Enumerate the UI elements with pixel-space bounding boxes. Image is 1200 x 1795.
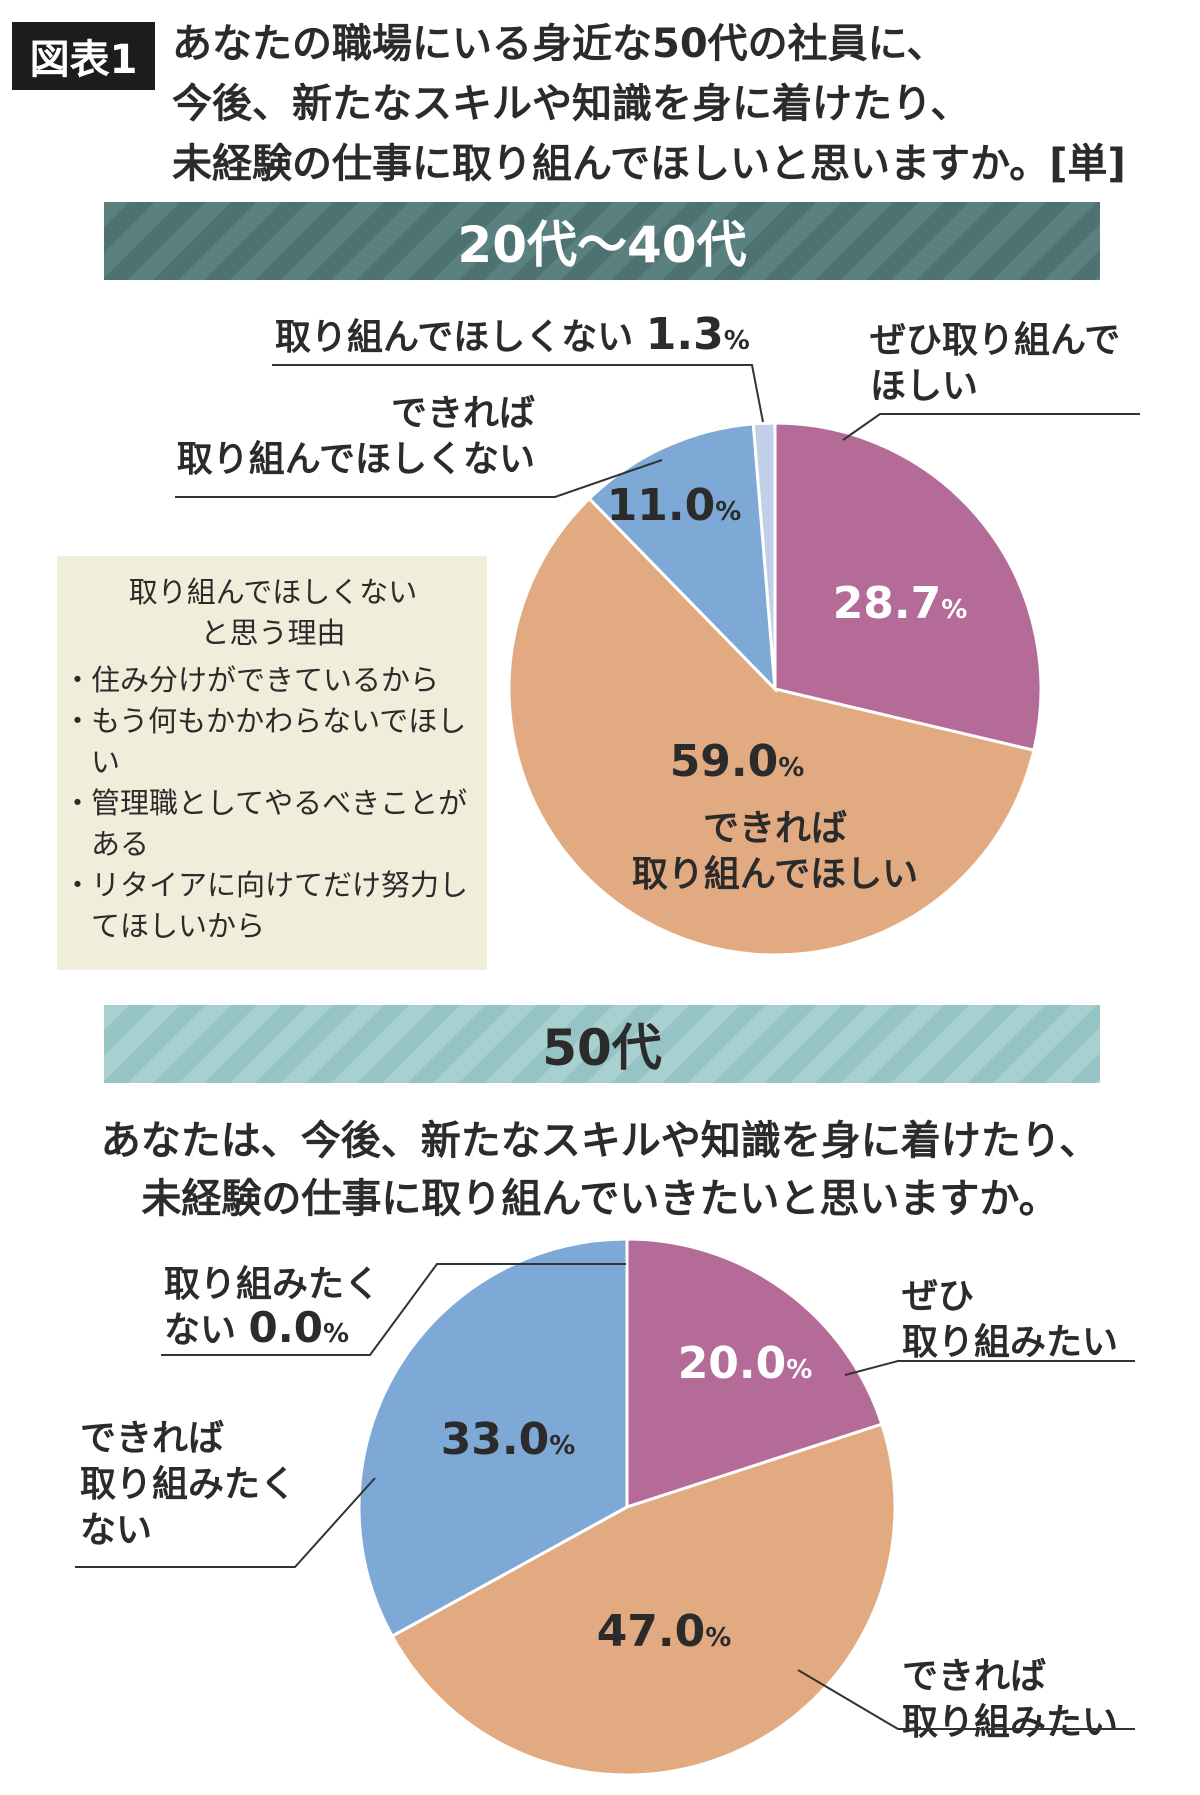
pie1-value-label: 11.0% (607, 480, 742, 531)
reason-item: もう何もかかわらないでほしい (63, 701, 475, 783)
pie2-value-label: 33.0% (441, 1414, 576, 1465)
question-line: あなたは、今後、新たなスキルや知識を身に着けたり、 (100, 1118, 1100, 1164)
question-50s: あなたは、今後、新たなスキルや知識を身に着けたり、 未経験の仕事に取り組んでいき… (0, 1112, 1200, 1228)
section-band-20s-40s: 20代〜40代 (104, 202, 1100, 280)
pie1-category-label: 取り組んでほしくない 1.3% (275, 309, 750, 360)
pie2-category-label: できれば取り組みたくない (80, 1418, 296, 1551)
pie1-slice-3 (751, 421, 777, 690)
pie1-category-label: できれば取り組んでほしくない (177, 393, 535, 480)
pie1-value-label: 28.7% (833, 578, 968, 629)
reason-item: リタイアに向けてだけ努力してほしいから (63, 865, 475, 947)
pie1-category-label: ぜひ取り組んでほしい (870, 320, 1120, 407)
pie1-leader-line (272, 364, 764, 423)
pie2-category-label: ぜひ取り組みたい (902, 1276, 1118, 1363)
pie2-slice-2 (357, 1237, 629, 1639)
pie1-slice-0 (773, 421, 1043, 753)
reasons-title: 取り組んでほしくない と思う理由 (71, 572, 475, 654)
pie1-slice-1 (507, 496, 1036, 957)
reasons-title-line: 取り組んでほしくない (128, 575, 418, 609)
figure-tag: 図表1 (12, 22, 155, 90)
pie2-value-label: 20.0% (678, 1338, 813, 1389)
pie1-leader-line (842, 413, 1140, 441)
pie2-value-label: 47.0% (597, 1606, 732, 1657)
pie2-leader-line (844, 1360, 1135, 1376)
reasons-title-line: と思う理由 (200, 616, 346, 650)
pie2-category-label: 取り組みたくない 0.0% (164, 1264, 380, 1352)
pie2-leader-line (797, 1669, 1135, 1730)
pie2-category-label: できれば取り組みたい (902, 1656, 1118, 1743)
question-line: 未経験の仕事に取り組んでほしいと思いますか。[単] (172, 141, 1126, 187)
reasons-list: 住み分けができているから もう何もかかわらないでほしい 管理職としてやるべきこと… (63, 660, 475, 947)
pie1-value-label: 59.0% (670, 736, 805, 787)
pie2-slice-1 (390, 1422, 897, 1777)
reason-item: 住み分けができているから (63, 660, 475, 701)
pie1-category-label: できれば取り組んでほしい (632, 808, 918, 895)
reasons-box: 取り組んでほしくない と思う理由 住み分けができているから もう何もかかわらない… (57, 556, 487, 970)
question-main: あなたの職場にいる身近な50代の社員に、 今後、新たなスキルや知識を身に着けたり… (172, 14, 1187, 194)
pie1-slice-2 (587, 422, 777, 694)
pie2-leader-line (75, 1477, 376, 1568)
section-band-50s: 50代 (104, 1005, 1100, 1083)
question-line: あなたの職場にいる身近な50代の社員に、 (172, 21, 947, 67)
reason-item: 管理職としてやるべきことがある (63, 783, 475, 865)
pie1-leader-line (175, 459, 663, 498)
pie2-leader-line (161, 1263, 626, 1356)
question-line: 今後、新たなスキルや知識を身に着けたり、 (172, 81, 971, 127)
pie2-slice-0 (625, 1237, 884, 1510)
question-line: 未経験の仕事に取り組んでいきたいと思いますか。 (141, 1176, 1059, 1222)
